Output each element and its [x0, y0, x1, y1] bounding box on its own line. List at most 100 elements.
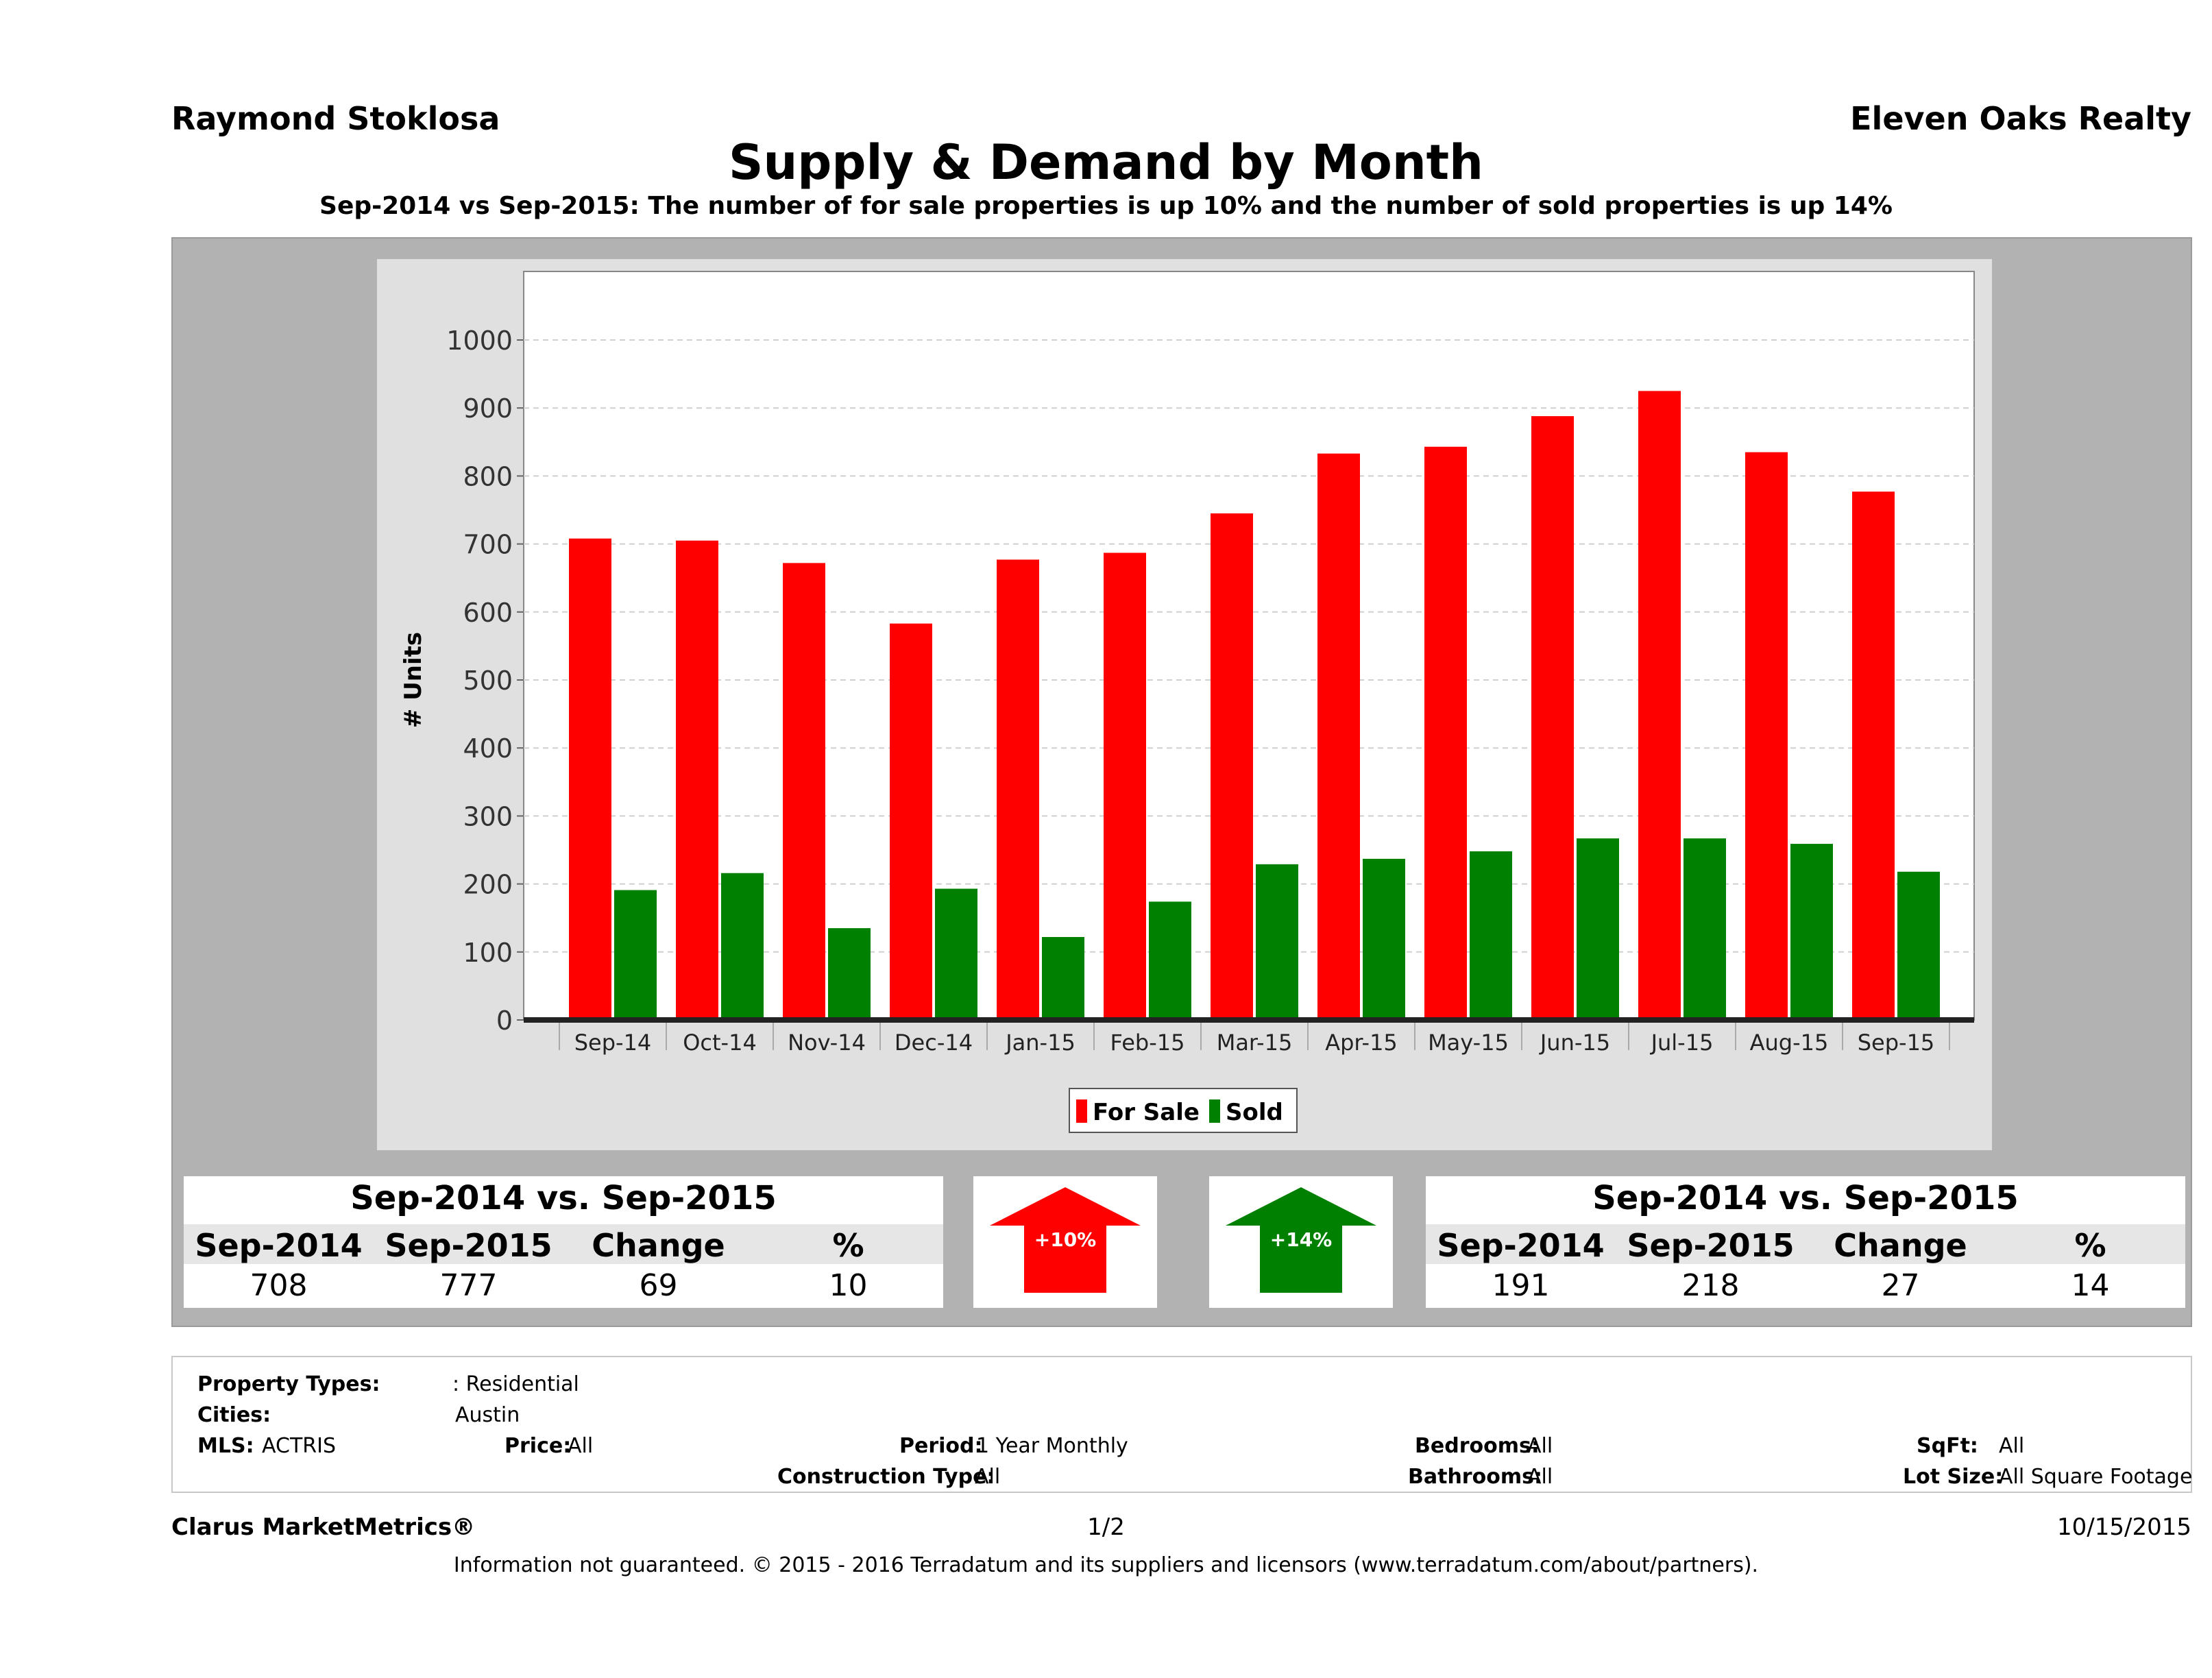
for-sale-bar [1745, 452, 1788, 1020]
x-tick-label: Nov-14 [788, 1030, 866, 1056]
x-tick-label: Jan-15 [1004, 1030, 1075, 1056]
legend-for-sale-swatch [1076, 1099, 1087, 1123]
price-value: All [568, 1434, 594, 1458]
legend-box [1069, 1088, 1298, 1133]
property-types-value: : Residential [452, 1372, 579, 1396]
cities-label: Cities: [197, 1403, 271, 1427]
sold-value-sep2015: 218 [1681, 1268, 1740, 1303]
construction-type-value: All [975, 1465, 1001, 1489]
page-number: 1/2 [1087, 1513, 1125, 1541]
cities-value: Austin [455, 1403, 520, 1427]
bar-chart: 0 100 200 300 400 500 600 700 800 900 1000 # Units S… [400, 271, 1975, 1133]
agent-name: Raymond Stoklosa [171, 100, 500, 137]
legend-for-sale-label: For Sale [1093, 1099, 1200, 1126]
x-tick-label: Apr-15 [1325, 1030, 1398, 1056]
bathrooms-value: All [1527, 1465, 1553, 1489]
y-tick-label: 200 [463, 870, 513, 900]
up-arrow-icon [990, 1187, 1141, 1293]
for-sale-change-indicator: +10% [973, 1176, 1157, 1308]
mls-label: MLS: [197, 1434, 254, 1458]
sold-value-percent: 14 [2071, 1268, 2110, 1303]
sold-table: Sep-2014 vs. Sep-2015 Sep-2014 Sep-2015 … [1426, 1176, 2185, 1308]
y-tick-label: 0 [496, 1006, 513, 1036]
x-tick-label: May-15 [1428, 1030, 1509, 1056]
y-tick-label: 300 [463, 801, 513, 831]
for-sale-bar [1211, 513, 1253, 1020]
sold-bar [1470, 851, 1512, 1020]
lot-size-label: Lot Size: [1903, 1465, 2004, 1489]
sold-value-change: 27 [1881, 1268, 1920, 1303]
sold-bar [721, 873, 764, 1020]
sold-bar [828, 928, 871, 1020]
period-value: 1 Year Monthly [976, 1434, 1128, 1458]
for-sale-table: Sep-2014 vs. Sep-2015 Sep-2014 Sep-2015 … [184, 1176, 943, 1308]
for-sale-change-label: +10% [1034, 1228, 1097, 1251]
x-tick-label: Feb-15 [1110, 1030, 1185, 1056]
bedrooms-label: Bedrooms: [1415, 1434, 1540, 1458]
for-sale-header-sep2015: Sep-2015 [385, 1227, 552, 1264]
for-sale-header-percent: % [832, 1227, 864, 1264]
y-tick-label: 400 [463, 733, 513, 764]
sold-bar [1042, 936, 1084, 1020]
x-tick-label: Dec-14 [895, 1030, 973, 1056]
for-sale-table-title: Sep-2014 vs. Sep-2015 [350, 1179, 777, 1217]
sold-bar [1577, 838, 1619, 1020]
bathrooms-label: Bathrooms: [1408, 1465, 1542, 1489]
x-tick-label: Oct-14 [683, 1030, 757, 1056]
property-types-label: Property Types: [197, 1372, 380, 1396]
x-tick-label: Jul-15 [1650, 1030, 1714, 1056]
x-tick-label: Aug-15 [1750, 1030, 1829, 1056]
for-sale-value-sep2014: 708 [250, 1268, 308, 1303]
sold-bar [1897, 871, 1940, 1020]
for-sale-bar [1317, 453, 1360, 1020]
y-tick-label: 800 [463, 461, 513, 491]
report-filters: Property Types: : Residential Cities: Au… [171, 1356, 2192, 1493]
sold-bar [1256, 864, 1298, 1020]
y-tick-label: 900 [463, 393, 513, 424]
sqft-value: All [1999, 1434, 2025, 1458]
x-tick-label: Sep-15 [1858, 1030, 1935, 1056]
for-sale-header-sep2014: Sep-2014 [195, 1227, 363, 1264]
mls-value: ACTRIS [262, 1434, 337, 1458]
for-sale-bar [1638, 391, 1681, 1020]
sold-header-sep2015: Sep-2015 [1627, 1227, 1795, 1264]
sold-table-title: Sep-2014 vs. Sep-2015 [1592, 1179, 2019, 1217]
for-sale-bar [1852, 491, 1895, 1020]
for-sale-bar [997, 559, 1039, 1020]
disclaimer: Information not guaranteed. © 2015 - 201… [453, 1553, 1759, 1577]
y-tick-label: 100 [463, 938, 513, 968]
for-sale-bar [783, 563, 825, 1020]
for-sale-bar [1424, 446, 1467, 1020]
y-tick-label: 600 [463, 598, 513, 628]
for-sale-value-sep2015: 777 [439, 1268, 498, 1303]
y-tick-label: 1000 [446, 326, 513, 356]
for-sale-bar [569, 538, 611, 1020]
x-tick-label: Mar-15 [1217, 1030, 1293, 1056]
sold-bar [1363, 858, 1405, 1020]
y-axis-label: # Units [400, 632, 427, 728]
for-sale-bar [1104, 552, 1146, 1020]
legend-sold-label: Sold [1226, 1099, 1283, 1126]
up-arrow-icon [1226, 1187, 1376, 1293]
x-tick-label: Sep-14 [574, 1030, 652, 1056]
sqft-label: SqFt: [1917, 1434, 1978, 1458]
report-title: Supply & Demand by Month [729, 134, 1483, 191]
y-tick-label: 700 [463, 530, 513, 560]
for-sale-value-percent: 10 [829, 1268, 868, 1303]
sold-bar [1149, 901, 1191, 1020]
footer-brand: Clarus MarketMetrics® [171, 1513, 476, 1541]
construction-type-label: Construction Type: [777, 1465, 995, 1489]
sold-change-indicator: +14% [1209, 1176, 1393, 1308]
sold-bar [935, 888, 977, 1020]
for-sale-table-header-row: Sep-2014 Sep-2015 Change % [184, 1224, 943, 1264]
sold-header-change: Change [1834, 1227, 1967, 1264]
for-sale-bar [890, 623, 932, 1020]
sold-header-sep2014: Sep-2014 [1437, 1227, 1605, 1264]
for-sale-header-change: Change [592, 1227, 725, 1264]
sold-value-sep2014: 191 [1492, 1268, 1550, 1303]
for-sale-bar [1531, 416, 1574, 1020]
brokerage-name: Eleven Oaks Realty [1850, 100, 2191, 137]
sold-bar [1790, 844, 1833, 1020]
price-label: Price: [505, 1434, 572, 1458]
y-tick-label: 500 [463, 666, 513, 696]
